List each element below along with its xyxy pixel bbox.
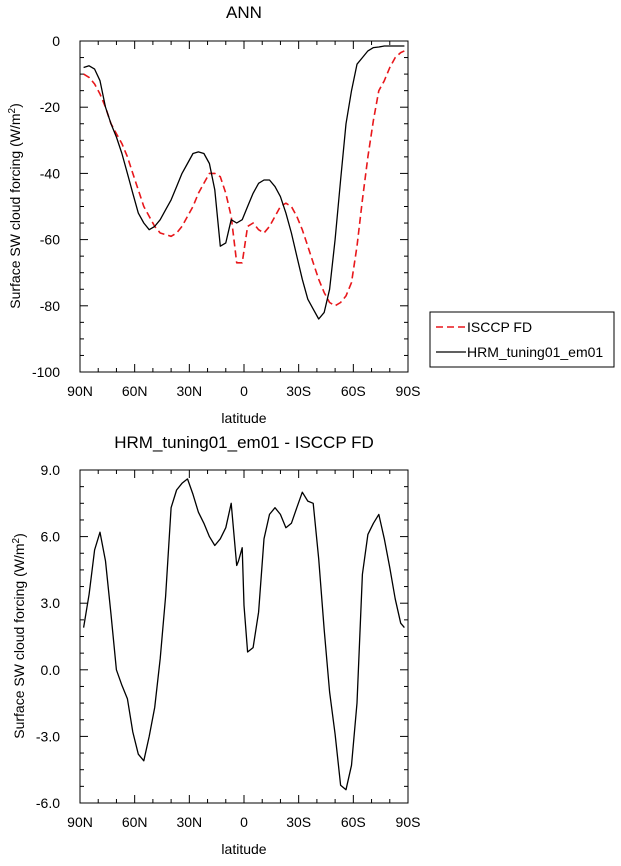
x-tick-label: 60S — [341, 383, 366, 399]
x-tick-label: 0 — [240, 814, 248, 830]
y-tick-label: -80 — [40, 298, 60, 314]
x-tick-labels: 90N 60N 30N 0 30S 60S 90S — [67, 814, 420, 830]
y-axis-label: Surface SW cloud forcing (W/m2) — [11, 533, 27, 739]
series-line-isccp — [83, 50, 405, 307]
x-tick-label: 90N — [67, 814, 93, 830]
y-tick-label: -3.0 — [36, 728, 60, 744]
chart-difference: HRM_tuning01_em01 - ISCCP FD 90N 60N 30N 0 3… — [11, 433, 420, 857]
x-tick-label: 90S — [396, 814, 421, 830]
chart-title: HRM_tuning01_em01 - ISCCP FD — [114, 433, 374, 452]
x-tick-label: 30S — [286, 383, 311, 399]
legend: ISCCP FD HRM_tuning01_em01 — [429, 311, 615, 368]
series-line-model — [83, 45, 405, 320]
x-tick-label: 60N — [122, 383, 148, 399]
x-tick-label: 60N — [122, 814, 148, 830]
x-tick-labels: 90N 60N 30N 0 30S 60S 90S — [67, 383, 420, 399]
y-tick-label: 9.0 — [41, 462, 61, 478]
plot-frame — [79, 40, 409, 373]
x-tick-label: 30S — [286, 814, 311, 830]
y-axis-label-superscript: 2 — [7, 107, 18, 113]
y-tick-label: -60 — [40, 232, 60, 248]
x-tick-label: 30N — [176, 814, 202, 830]
y-tick-labels: 9.0 6.0 3.0 0.0 -3.0 -6.0 — [36, 462, 60, 811]
series-line-model — [82, 478, 405, 791]
series-lines — [82, 478, 405, 791]
y-tick-label: -40 — [40, 165, 60, 181]
y-tick-label: 6.0 — [41, 529, 61, 545]
y-tick-label: 3.0 — [41, 595, 61, 611]
x-tick-label: 30N — [176, 383, 202, 399]
chart-title: ANN — [226, 3, 262, 22]
y-axis-label-end: ) — [7, 103, 23, 108]
y-tick-label: -100 — [32, 364, 60, 380]
tick-marks — [79, 469, 409, 804]
y-tick-label: 0.0 — [41, 662, 61, 678]
y-axis-label-end: ) — [11, 533, 27, 538]
legend-label-model: HRM_tuning01_em01 — [467, 344, 603, 360]
series-lines — [83, 45, 405, 320]
y-tick-labels: 0 -20 -40 -60 -80 -100 — [32, 33, 60, 380]
y-axis-label-main: Surface SW cloud forcing (W/m — [7, 113, 23, 308]
x-tick-label: 90N — [67, 383, 93, 399]
y-tick-label: -6.0 — [36, 795, 60, 811]
y-tick-label: 0 — [52, 33, 60, 49]
chart-annual-mean: ANN 90N 60N 30N 0 30S 60S 90S 0 -20 -40 -60 -80 -10… — [7, 3, 615, 426]
x-tick-label: 90S — [396, 383, 421, 399]
plot-frame — [79, 469, 409, 804]
x-tick-label: 60S — [341, 814, 366, 830]
x-axis-label: latitude — [221, 410, 266, 426]
y-tick-label: -20 — [40, 99, 60, 115]
legend-label-isccp: ISCCP FD — [467, 319, 532, 335]
y-axis-label-main: Surface SW cloud forcing (W/m — [11, 543, 27, 738]
legend-box — [429, 311, 615, 368]
tick-marks — [79, 40, 409, 373]
y-axis-label: Surface SW cloud forcing (W/m2) — [7, 103, 23, 309]
x-axis-label: latitude — [221, 841, 266, 857]
y-axis-label-superscript: 2 — [11, 537, 22, 543]
x-tick-label: 0 — [240, 383, 248, 399]
